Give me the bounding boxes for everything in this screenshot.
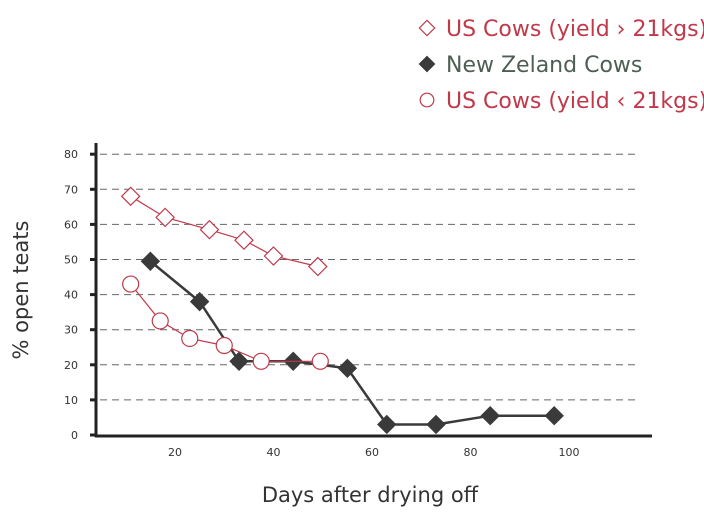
gridlines bbox=[100, 153, 636, 401]
legend-marker bbox=[419, 92, 435, 108]
series-2 bbox=[122, 275, 329, 370]
x-tick-label: 100 bbox=[559, 446, 580, 459]
series-group bbox=[120, 186, 564, 435]
data-point bbox=[151, 312, 169, 330]
legend-label: US Cows (yield › 21kgs) bbox=[446, 17, 704, 42]
data-point bbox=[140, 251, 161, 271]
legend-label: New Zeland Cows bbox=[446, 53, 642, 78]
legend-marker bbox=[418, 19, 436, 37]
y-tick-label: 20 bbox=[64, 359, 78, 372]
axes: 0 10 20 30 40 50 60 70 80 20 40 60 80 100 bbox=[64, 143, 652, 459]
legend-label: US Cows (yield ‹ 21kgs) bbox=[446, 89, 704, 114]
data-point bbox=[426, 414, 446, 435]
y-tick-label: 0 bbox=[71, 429, 78, 442]
y-tick-label: 80 bbox=[64, 148, 78, 161]
data-point bbox=[307, 256, 328, 277]
data-point bbox=[544, 405, 564, 426]
data-point bbox=[480, 405, 500, 426]
data-point bbox=[155, 207, 175, 228]
y-tick-label: 60 bbox=[64, 218, 78, 231]
y-tick-label: 40 bbox=[64, 289, 78, 302]
x-tick-label: 80 bbox=[464, 446, 478, 459]
y-tick-label: 50 bbox=[64, 254, 78, 267]
y-tick-label: 70 bbox=[64, 183, 78, 196]
data-point bbox=[189, 291, 210, 312]
y-axis-label: % open teats bbox=[9, 221, 33, 360]
data-point bbox=[122, 275, 140, 293]
data-point bbox=[120, 186, 141, 207]
data-point bbox=[337, 358, 358, 379]
legend: US Cows (yield › 21kgs) New Zeland Cows US… bbox=[418, 17, 704, 114]
series-line bbox=[130, 195, 318, 268]
x-axis-label: Days after drying off bbox=[262, 483, 479, 507]
y-tick-label: 10 bbox=[64, 394, 78, 407]
series-0 bbox=[120, 186, 328, 277]
x-tick-label: 20 bbox=[168, 446, 182, 459]
data-point bbox=[252, 352, 270, 370]
data-point bbox=[199, 219, 220, 240]
data-point bbox=[234, 230, 254, 251]
y-tick-label: 30 bbox=[64, 324, 78, 337]
legend-marker bbox=[418, 55, 436, 73]
data-point bbox=[377, 414, 397, 435]
data-point bbox=[263, 246, 284, 266]
series-1 bbox=[140, 251, 564, 435]
data-point bbox=[229, 351, 249, 371]
data-point bbox=[311, 352, 329, 370]
x-tick-label: 60 bbox=[365, 446, 379, 459]
x-tick-label: 40 bbox=[267, 446, 281, 459]
data-point bbox=[215, 336, 233, 355]
data-point bbox=[181, 329, 199, 348]
